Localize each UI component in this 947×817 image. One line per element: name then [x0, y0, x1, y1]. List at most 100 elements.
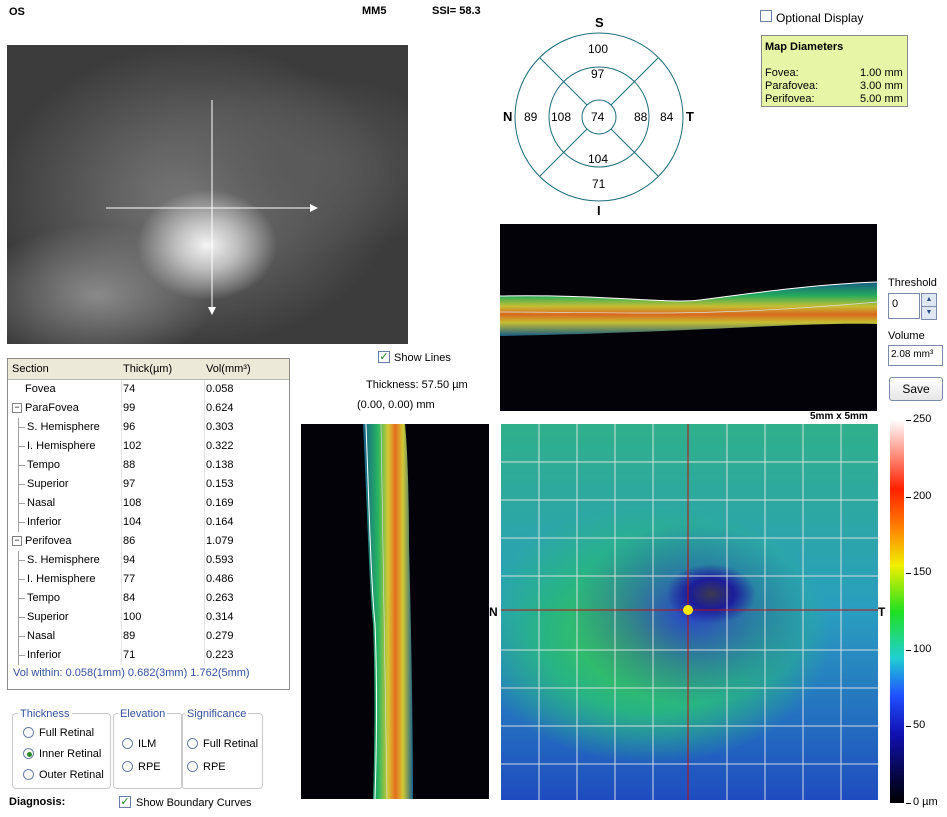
elevation-ilm-radio[interactable]: [122, 738, 133, 749]
table-row[interactable]: Superior 97 0.153: [8, 475, 289, 494]
ssi-label: SSI= 58.3: [432, 5, 481, 17]
show-lines-checkbox[interactable]: ✓: [378, 351, 390, 363]
volume-field: 2.08 mm³: [888, 345, 943, 366]
thickness-table: Section Thick(µm) Vol(mm³) Fovea 74 0.058 −…: [7, 358, 290, 690]
vertical-bscan-image[interactable]: [301, 424, 489, 799]
column-header-vol: Vol(mm³): [206, 363, 251, 375]
tree-line: [18, 446, 25, 447]
cell-vol: 0.138: [206, 459, 234, 471]
legend-label: 50: [913, 719, 926, 731]
sector-outer-temporal: 84: [660, 110, 674, 124]
column-divider: [204, 399, 205, 418]
table-row[interactable]: I. Hemisphere 102 0.322: [8, 437, 289, 456]
table-row[interactable]: Nasal 89 0.279: [8, 627, 289, 646]
table-row[interactable]: S. Hemisphere 96 0.303: [8, 418, 289, 437]
legend-tick: [906, 573, 911, 574]
legend-label: 200: [913, 490, 932, 502]
table-header: Section Thick(µm) Vol(mm³): [8, 359, 289, 380]
collapse-toggle-icon[interactable]: −: [12, 536, 22, 546]
cell-vol: 0.624: [206, 402, 234, 414]
map-diameters-title: Map Diameters: [765, 41, 844, 53]
cell-section: ParaFovea: [25, 402, 79, 414]
column-header-section: Section: [12, 363, 49, 375]
legend-tick: [906, 803, 911, 804]
cell-thick: 77: [123, 573, 136, 585]
cell-section: Superior: [27, 478, 69, 490]
diagnosis-label: Diagnosis:: [9, 796, 66, 808]
table-row[interactable]: Inferior 104 0.164: [8, 513, 289, 532]
horizontal-bscan-image[interactable]: [500, 224, 877, 411]
map-grid: [501, 424, 878, 800]
threshold-down-icon[interactable]: ▼: [921, 306, 937, 320]
diameter-label-perifovea: Perifovea:: [765, 93, 815, 105]
cell-vol: 0.279: [206, 630, 234, 642]
column-divider: [121, 627, 122, 646]
cell-vol: 0.169: [206, 497, 234, 509]
cell-thick: 89: [123, 630, 136, 642]
optional-display-checkbox[interactable]: [760, 10, 772, 22]
threshold-up-icon[interactable]: ▲: [921, 293, 937, 307]
legend-label: 100: [913, 643, 932, 655]
tree-line: [18, 484, 25, 485]
column-divider: [121, 551, 122, 570]
column-divider: [121, 494, 122, 513]
elevation-rpe-radio[interactable]: [122, 761, 133, 772]
table-row[interactable]: Fovea 74 0.058: [8, 380, 289, 399]
significance-group: [181, 713, 263, 789]
save-button[interactable]: Save: [889, 377, 943, 401]
cell-thick: 84: [123, 592, 136, 604]
sector-inner-temporal: 88: [634, 110, 648, 124]
tree-line: [18, 579, 25, 580]
inner-retinal-radio[interactable]: [23, 748, 34, 759]
tree-line: [18, 522, 25, 523]
cell-vol: 0.593: [206, 554, 234, 566]
table-row[interactable]: S. Hemisphere 94 0.593: [8, 551, 289, 570]
sector-map: S N T I 100 89 84 71 97 108 88 104 74: [500, 12, 700, 218]
collapse-toggle-icon[interactable]: −: [12, 403, 22, 413]
vol-within-text: Vol within: 0.058(1mm) 0.682(3mm) 1.762(…: [13, 667, 250, 679]
full-retinal-radio[interactable]: [23, 727, 34, 738]
map-diameters-box: Map Diameters Fovea: 1.00 mm Parafovea: …: [761, 35, 908, 107]
table-row[interactable]: − Perifovea 86 1.079: [8, 532, 289, 551]
table-row[interactable]: Tempo 88 0.138: [8, 456, 289, 475]
cell-vol: 0.314: [206, 611, 234, 623]
fundus-image[interactable]: [7, 45, 408, 344]
sector-outer-nasal: 89: [524, 110, 538, 124]
column-divider: [121, 437, 122, 456]
full-retinal-label: Full Retinal: [39, 727, 95, 739]
diameter-label-parafovea: Parafovea:: [765, 80, 819, 92]
scan-type-label: MM5: [362, 5, 387, 17]
cell-section: Inferior: [27, 516, 62, 528]
table-row[interactable]: Tempo 84 0.263: [8, 589, 289, 608]
column-divider: [121, 646, 122, 665]
tree-line: [18, 503, 25, 504]
map-size-label: 5mm x 5mm: [810, 411, 868, 422]
column-divider: [204, 456, 205, 475]
legend-tick: [906, 497, 911, 498]
column-divider: [204, 418, 205, 437]
column-divider: [121, 570, 122, 589]
thickness-map-image[interactable]: [501, 424, 878, 800]
significance-rpe-radio[interactable]: [187, 761, 198, 772]
show-boundary-curves-checkbox[interactable]: ✓: [119, 796, 131, 808]
cell-vol: 0.153: [206, 478, 234, 490]
outer-retinal-radio[interactable]: [23, 769, 34, 780]
map-label-n: N: [489, 605, 498, 619]
table-row[interactable]: − ParaFovea 99 0.624: [8, 399, 289, 418]
cell-vol: 0.322: [206, 440, 234, 452]
table-row[interactable]: I. Hemisphere 77 0.486: [8, 570, 289, 589]
crosshair-icon: [106, 100, 318, 315]
cell-section: I. Hemisphere: [27, 573, 96, 585]
table-row[interactable]: Inferior 71 0.223: [8, 646, 289, 665]
inner-retinal-label: Inner Retinal: [39, 748, 102, 760]
cell-vol: 1.079: [206, 535, 234, 547]
cell-thick: 86: [123, 535, 136, 547]
cell-thick: 74: [123, 383, 136, 395]
cell-thick: 94: [123, 554, 136, 566]
diameter-label-fovea: Fovea:: [765, 67, 799, 79]
table-row[interactable]: Nasal 108 0.169: [8, 494, 289, 513]
threshold-input[interactable]: 0: [888, 293, 920, 319]
significance-full-retinal-radio[interactable]: [187, 738, 198, 749]
volume-value: 2.08 mm³: [891, 349, 934, 360]
table-row[interactable]: Superior 100 0.314: [8, 608, 289, 627]
